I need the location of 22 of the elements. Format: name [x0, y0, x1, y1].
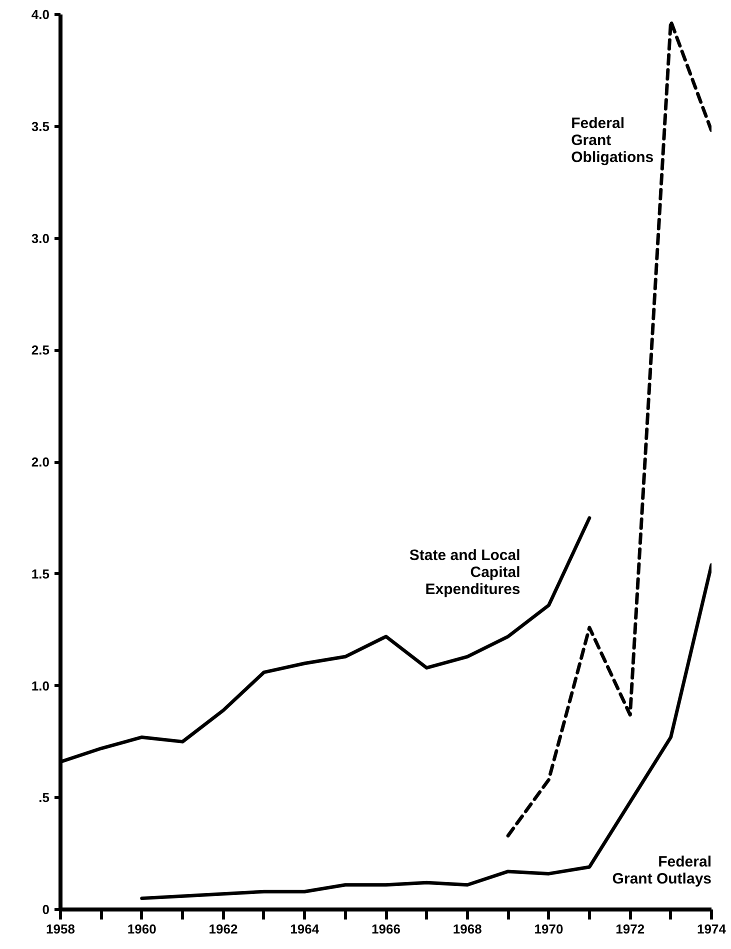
- series-label: Federal Grant Outlays: [612, 854, 712, 888]
- x-tick-label: 1974: [697, 922, 727, 936]
- x-tick-label: 1964: [290, 922, 320, 936]
- y-tick-label: 2.5: [31, 342, 50, 358]
- x-tick-label: 1960: [127, 922, 156, 936]
- y-tick-label: 3.0: [31, 230, 50, 246]
- x-tick-label: 1972: [616, 922, 645, 936]
- y-tick-label: 3.5: [31, 118, 50, 134]
- line-series: [140, 563, 712, 900]
- x-tick-label: 1970: [534, 922, 564, 936]
- x-tick-label: 1962: [208, 922, 238, 936]
- y-tick-label: 2.0: [31, 454, 50, 470]
- y-tick-label: .5: [38, 790, 50, 806]
- y-tick-label: 4.0: [31, 7, 50, 22]
- series-label: Federal Grant Obligations: [571, 115, 654, 166]
- y-tick-label: 0: [42, 902, 50, 917]
- x-tick-label: 1968: [452, 922, 482, 936]
- y-tick-label: 1.0: [31, 678, 50, 694]
- series-label: State and Local Capital Expenditures: [409, 547, 520, 598]
- y-tick-label: 1.5: [31, 566, 50, 582]
- x-tick-label: 1958: [46, 922, 75, 936]
- x-tick-label: 1966: [372, 922, 400, 936]
